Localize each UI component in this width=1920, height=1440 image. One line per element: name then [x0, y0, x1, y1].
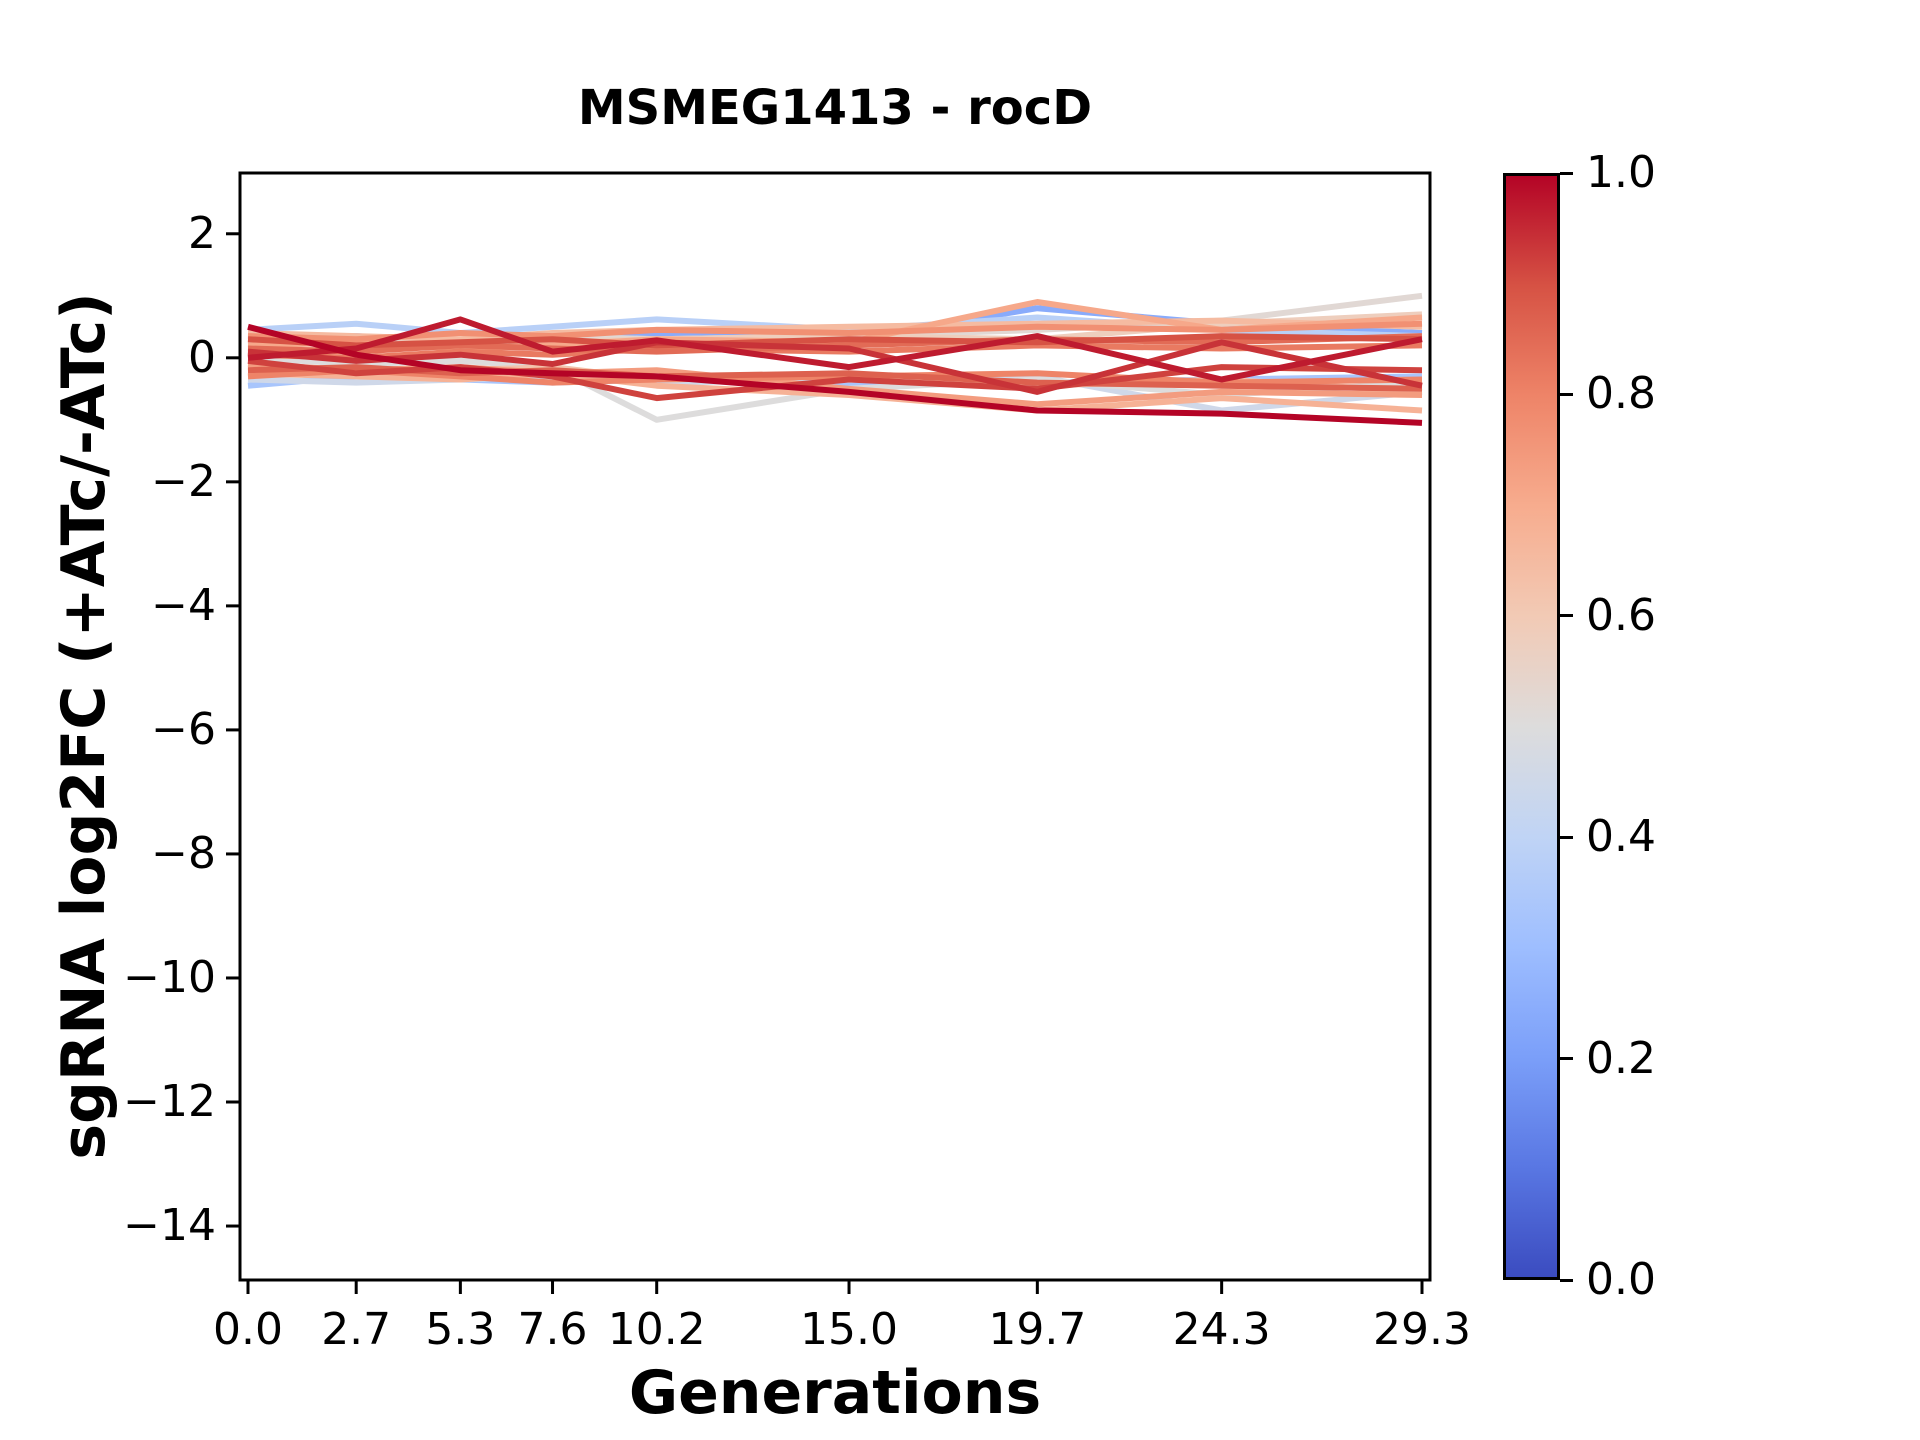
x-tick-label: 7.6: [517, 1304, 588, 1355]
plot-area: [226, 171, 1432, 1294]
series-line: [247, 373, 1423, 414]
chart-title: MSMEG1413 - rocD: [577, 80, 1093, 136]
x-tick-label: 15.0: [800, 1304, 898, 1355]
y-tick-label: −4: [151, 579, 216, 631]
y-tick-label: −14: [123, 1200, 216, 1252]
x-tick-label: 19.7: [988, 1304, 1087, 1355]
y-tick-label: 2: [188, 207, 216, 259]
colorbar-tick-mark: [1560, 392, 1573, 396]
colorbar: [1503, 173, 1560, 1280]
x-tick-label: 29.3: [1373, 1304, 1471, 1355]
x-tick-label: 24.3: [1172, 1304, 1271, 1355]
x-axis-label: Generations: [628, 1358, 1042, 1428]
x-tick-label: 10.2: [607, 1304, 706, 1355]
colorbar-tick-mark: [1560, 1278, 1573, 1282]
series-line: [247, 323, 1423, 426]
y-tick-label: −8: [151, 827, 216, 879]
y-tick-label: −10: [123, 951, 216, 1003]
y-tick-label: −6: [151, 703, 216, 755]
y-tick-label: 0: [188, 331, 216, 383]
x-tick-label: 0.0: [213, 1304, 283, 1355]
series-line: [247, 316, 1423, 383]
x-tick-label: 2.7: [321, 1304, 392, 1355]
colorbar-tick-mark: [1560, 614, 1573, 618]
series-line: [247, 370, 1423, 414]
colorbar-tick-label: 0.6: [1586, 589, 1656, 641]
colorbar-tick-label: 1.0: [1586, 147, 1656, 198]
axes-frame: [238, 171, 1432, 1282]
colorbar-tick-label: 0.4: [1586, 811, 1656, 863]
series-line: [247, 354, 1423, 423]
colorbar-tick-mark: [1560, 835, 1573, 839]
series-line: [247, 333, 1423, 349]
series-line: [247, 333, 1423, 355]
y-tick-label: −12: [123, 1076, 216, 1127]
colorbar-tick-label: 0.8: [1586, 368, 1656, 420]
y-tick-label: −2: [151, 455, 216, 507]
x-tick-label: 5.3: [425, 1304, 496, 1355]
colorbar-tick-mark: [1560, 1057, 1573, 1061]
colorbar-tick-label: 0.0: [1586, 1254, 1656, 1305]
series-line: [247, 357, 1423, 402]
colorbar-tick-label: 0.2: [1586, 1032, 1656, 1084]
series-line: [247, 342, 1423, 361]
colorbar-tick-mark: [1560, 171, 1573, 175]
